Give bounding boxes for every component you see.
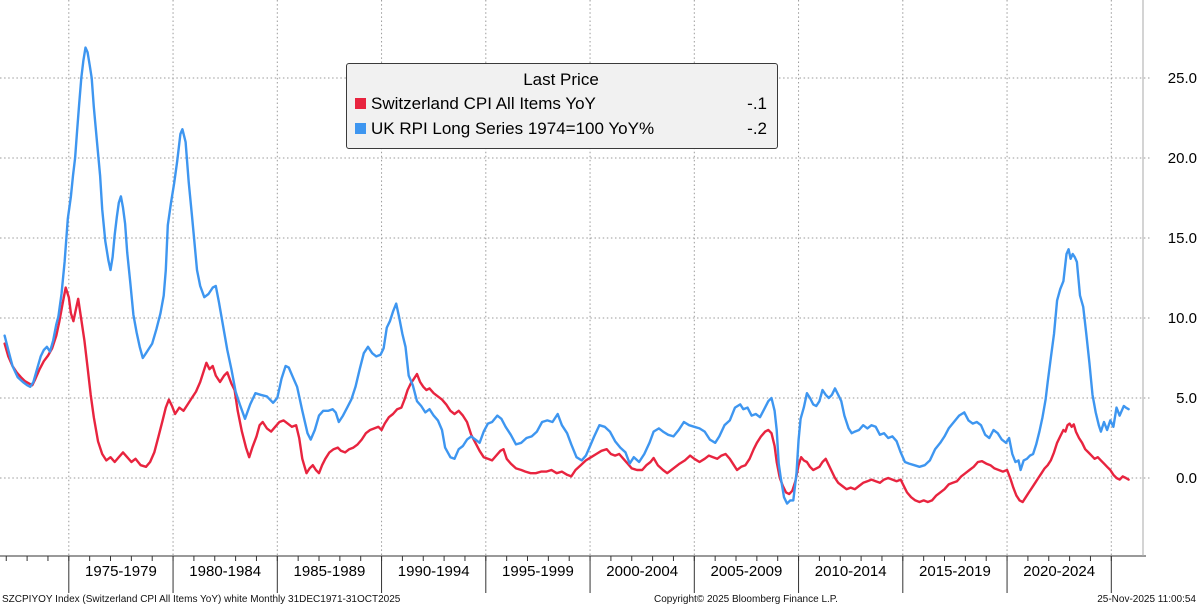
uk-rpi-swatch-icon: [355, 123, 366, 134]
x-axis-period-label: 2005-2009: [710, 563, 783, 580]
timestamp: 25-Nov-2025 11:00:54: [1097, 594, 1196, 605]
x-axis-period-label: 2000-2004: [606, 563, 679, 580]
series-line-uk-rpi[interactable]: [3, 46, 1130, 505]
x-axis-period-label: 1985-1989: [293, 563, 366, 580]
status-bar: SZCPIYOY Index (Switzerland CPI All Item…: [0, 592, 1200, 608]
y-axis-tick-label: 15.0: [1167, 230, 1197, 247]
y-axis-tick-label: 20.0: [1167, 150, 1197, 167]
series-line-switzerland-cpi[interactable]: [3, 286, 1130, 504]
legend-last-price: -.1: [747, 94, 767, 113]
switzerland-cpi-swatch-icon: [355, 98, 366, 109]
y-axis-tick-label: 0.0: [1176, 470, 1197, 487]
ticker-description: SZCPIYOY Index (Switzerland CPI All Item…: [2, 594, 401, 605]
legend-row-switzerland-cpi[interactable]: Switzerland CPI All Items YoY -.1: [355, 91, 767, 116]
x-axis-period-label: 2015-2019: [919, 563, 991, 580]
legend-label: UK RPI Long Series 1974=100 YoY%: [371, 119, 655, 138]
x-axis-period-label: 2020-2024: [1023, 563, 1096, 580]
x-axis-period-label: 1990-1994: [397, 563, 470, 580]
legend-box[interactable]: Last Price Switzerland CPI All Items YoY…: [346, 63, 778, 149]
y-axis-tick-label: 10.0: [1167, 310, 1197, 327]
copyright-text: Copyright© 2025 Bloomberg Finance L.P.: [654, 594, 838, 605]
x-axis-period-label: 2010-2014: [814, 563, 887, 580]
y-axis-tick-label: 25.0: [1167, 70, 1197, 87]
x-axis-period-label: 1975-1979: [85, 563, 157, 580]
legend-row-uk-rpi[interactable]: UK RPI Long Series 1974=100 YoY% -.2: [355, 116, 767, 141]
x-axis-period-label: 1995-1999: [502, 563, 574, 580]
legend-title: Last Price: [523, 70, 599, 89]
y-axis-tick-label: 5.0: [1176, 390, 1197, 407]
legend-last-price: -.2: [747, 119, 767, 138]
legend-label: Switzerland CPI All Items YoY: [371, 94, 596, 113]
x-axis-period-label: 1980-1984: [189, 563, 262, 580]
